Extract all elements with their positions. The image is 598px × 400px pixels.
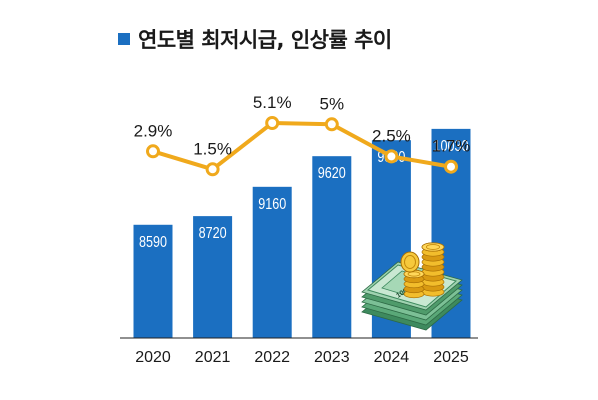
rate-line [152, 121, 452, 172]
bar-2021 [193, 216, 233, 338]
rate-point-2023 [324, 117, 339, 132]
rate-label: 5.1% [253, 93, 292, 112]
bar-value-label: 9160 [258, 196, 286, 213]
x-tick-label: 2021 [195, 349, 231, 366]
x-tick-label: 2020 [135, 349, 171, 366]
x-tick-label: 2025 [433, 349, 469, 366]
rate-label: 1.7% [432, 137, 471, 156]
rate-point-2022 [265, 116, 280, 130]
rate-label: 1.5% [193, 139, 232, 158]
rate-label: 5% [320, 94, 345, 113]
bar-value-label: 10030 [434, 138, 469, 155]
x-tick-label: 2024 [374, 349, 410, 366]
rate-point-2020 [146, 144, 160, 159]
x-tick-label: 2022 [254, 349, 290, 366]
rate-label: 2.5% [372, 126, 411, 145]
rate-point-2024 [384, 149, 399, 164]
chart-title: 연도별 최저시급, 인상률 추이 [138, 28, 392, 52]
rate-point-2025 [444, 159, 458, 174]
money-stack-illustration: 10000 [361, 242, 463, 331]
rate-label: 2.9% [134, 121, 173, 140]
chart-title-row: 연도별 최저시급, 인상률 추이 [118, 24, 392, 54]
bar-value-label: 9620 [318, 165, 346, 182]
bar-2020 [133, 224, 173, 338]
x-tick-label: 2023 [314, 349, 350, 366]
bar-2022 [252, 186, 292, 338]
rate-point-2021 [205, 162, 220, 177]
bar-value-label: 8720 [199, 225, 227, 242]
bar-2023 [312, 156, 352, 338]
title-square-icon [118, 33, 130, 45]
bar-value-label: 8590 [139, 234, 167, 251]
